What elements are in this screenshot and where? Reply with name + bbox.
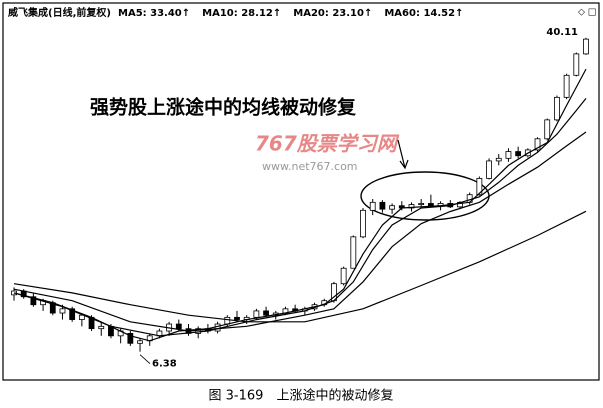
legend-entry: MA5: 33.40↑ xyxy=(118,8,190,19)
candle-body xyxy=(224,316,231,325)
candle-body xyxy=(418,203,425,205)
candle-body xyxy=(127,333,134,344)
high-label: 40.11 xyxy=(546,27,578,38)
candle-body xyxy=(476,178,483,196)
low-label: 6.38 xyxy=(152,359,177,370)
candle-body xyxy=(495,157,502,162)
candle-body xyxy=(583,38,589,55)
candle-body xyxy=(360,209,366,238)
moving-average-line xyxy=(13,131,587,332)
candle-body xyxy=(369,201,376,211)
candle-body xyxy=(175,323,182,330)
candle-body xyxy=(234,316,240,320)
watermark-url: www.net767.com xyxy=(262,160,358,173)
candle-body xyxy=(554,96,560,121)
candle-body xyxy=(214,323,221,332)
candle-body xyxy=(486,160,492,179)
legend-entry: MA60: 14.52↑ xyxy=(384,8,463,19)
candle-body xyxy=(427,203,434,207)
moving-average-line xyxy=(13,98,587,337)
chart-header: 威飞集成(日线,前复权) xyxy=(8,6,111,19)
candle-body xyxy=(515,151,522,157)
low-pointer xyxy=(139,354,151,364)
candle-body xyxy=(340,267,347,285)
moving-average-line xyxy=(13,68,587,342)
candle-body xyxy=(534,138,541,151)
moving-average-line xyxy=(13,210,587,323)
candle-body xyxy=(59,308,66,314)
candle-body xyxy=(563,74,570,98)
candle-body xyxy=(30,296,37,306)
legend-entry: MA10: 28.12↑ xyxy=(202,8,281,19)
candle-body xyxy=(389,205,396,210)
chart-frame xyxy=(2,2,600,381)
candle-body xyxy=(137,340,143,344)
annotation: 强势股上涨途中的均线被动修复 xyxy=(90,96,357,119)
candle-body xyxy=(195,328,202,334)
legend-entry: MA20: 23.10↑ xyxy=(293,8,372,19)
watermark: 767股票学习网 xyxy=(255,132,400,156)
annotation-arrow xyxy=(397,139,409,170)
figure-caption: 图 3-169 上涨途中的被动修复 xyxy=(209,388,394,404)
candle-body xyxy=(379,201,386,210)
candle-body xyxy=(350,236,357,269)
candle-body xyxy=(573,53,580,76)
candle-body xyxy=(69,308,76,320)
toolbar-icons: ◇ □ xyxy=(578,8,596,18)
candle-body xyxy=(98,325,105,330)
candle-body xyxy=(253,310,260,318)
candle-body xyxy=(505,151,512,159)
candle-body xyxy=(544,119,551,140)
candle-body xyxy=(263,310,269,316)
